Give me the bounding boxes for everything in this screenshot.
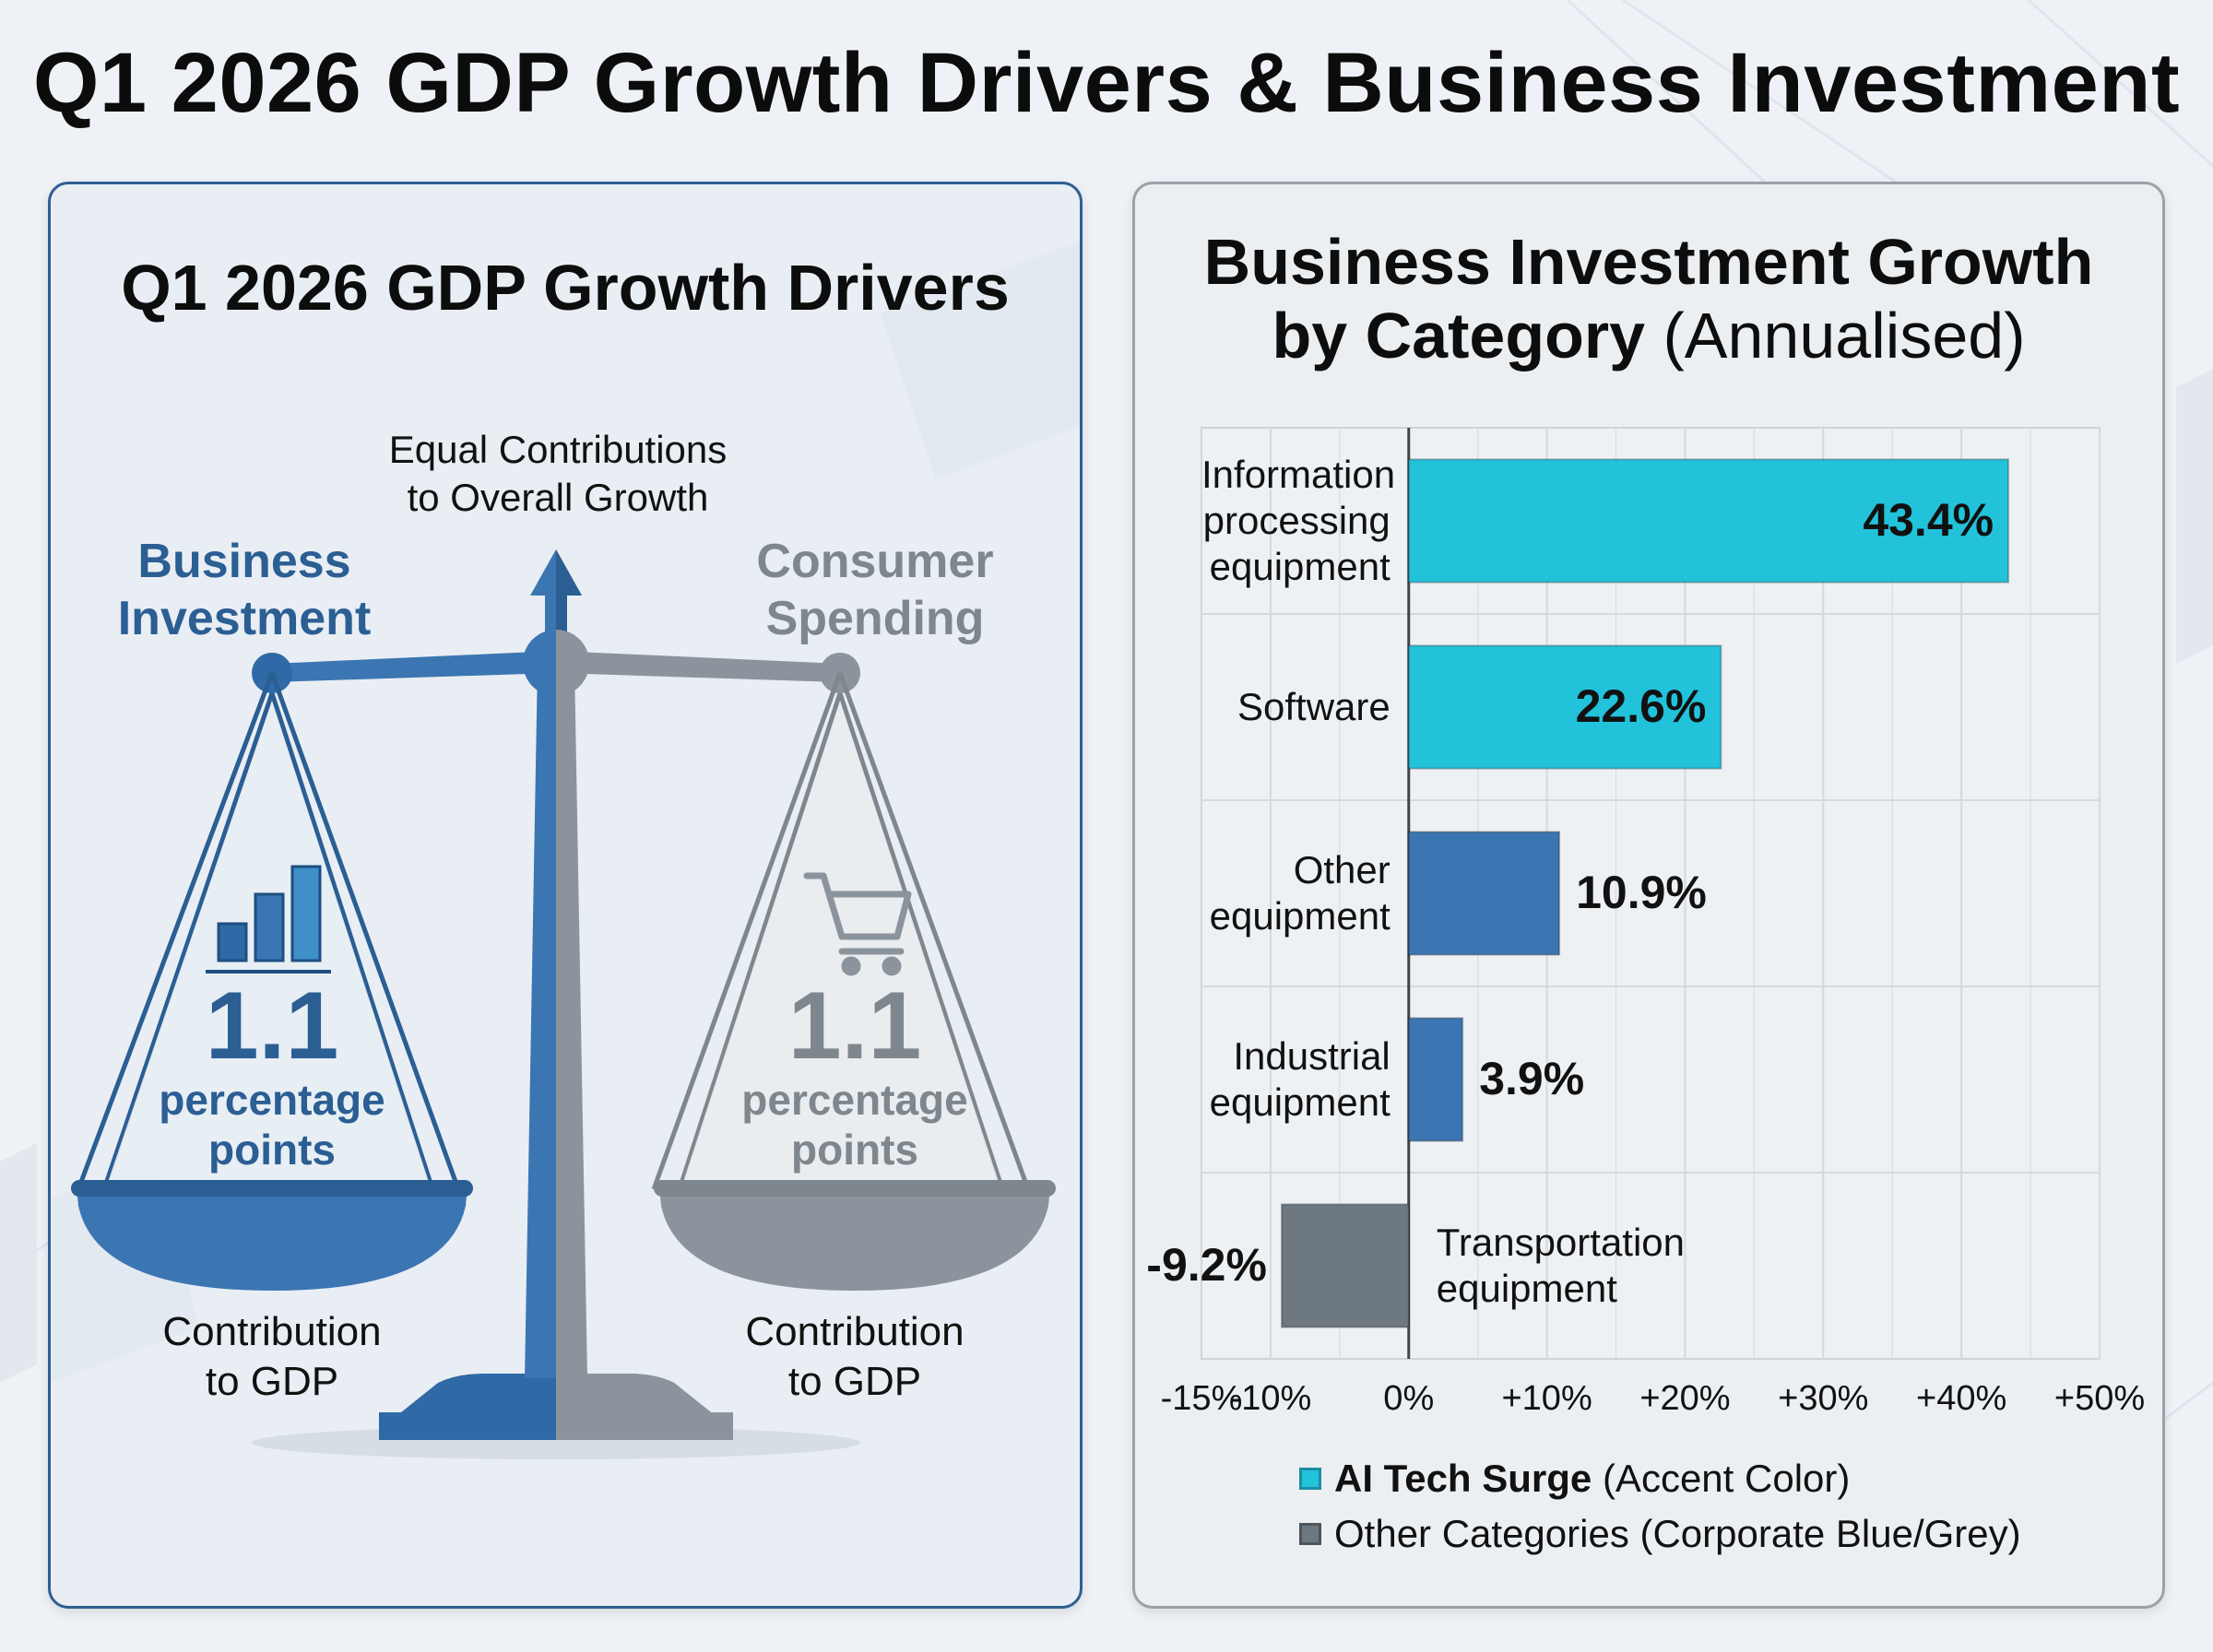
category-label-3: Industrial equipment xyxy=(1209,1034,1391,1124)
business-investment-panel: Business Investment Growth by Category (… xyxy=(1132,182,2165,1609)
scale-pillar xyxy=(525,664,556,1378)
category-label-0: Information processing equipment xyxy=(1201,453,1396,588)
x-tick-label: -10% xyxy=(1229,1379,1312,1418)
left-pan xyxy=(77,1187,467,1291)
legend-item-other: Other Categories (Corporate Blue/Grey) xyxy=(1299,1512,2021,1556)
plot-area xyxy=(1201,427,2101,1360)
right-pan xyxy=(659,1187,1050,1291)
consumer-value: 1.1 xyxy=(787,973,922,1080)
x-tick-label: 0% xyxy=(1383,1379,1435,1418)
bar-chart xyxy=(1201,427,2101,1360)
value-label-3: 3.9% xyxy=(1479,1053,1585,1104)
x-tick-label: +50% xyxy=(2053,1379,2146,1418)
consumer-caption: Contribution to GDP xyxy=(745,1309,964,1404)
scale-illustration xyxy=(51,242,1080,1459)
page-title: Q1 2026 GDP Growth Drivers & Business In… xyxy=(32,36,2181,130)
value-label-4: -9.2% xyxy=(1146,1239,1267,1291)
x-tick-label: +30% xyxy=(1778,1379,1869,1418)
value-label-2: 10.9% xyxy=(1576,867,1707,918)
right-pan-strings xyxy=(651,672,1031,1190)
scale-beam xyxy=(272,651,556,682)
chart-title: Business Investment Growth by Category (… xyxy=(1203,226,2094,372)
shopping-cart-icon xyxy=(803,872,912,976)
bar-0 xyxy=(1407,458,2010,584)
equal-contributions-label: Equal Contributions to Overall Growth xyxy=(388,428,728,519)
business-unit: percentage points xyxy=(159,1076,385,1174)
x-tick-label: +20% xyxy=(1639,1379,1731,1418)
gdp-drivers-panel: Q1 2026 GDP Growth Drivers Equal Contrib… xyxy=(48,182,1083,1609)
bar-4 xyxy=(1280,1203,1410,1328)
category-label-2: Other equipment xyxy=(1209,848,1391,938)
value-label-1: 22.6% xyxy=(1575,680,1707,732)
business-caption: Contribution to GDP xyxy=(162,1309,382,1404)
bar-3 xyxy=(1407,1017,1464,1142)
category-label-4: Transportation equipment xyxy=(1436,1221,1686,1310)
bar-2 xyxy=(1407,831,1561,956)
value-label-0: 43.4% xyxy=(1863,494,1994,546)
business-investment-label: Business Investment xyxy=(117,535,372,645)
bar-chart-icon xyxy=(206,865,331,974)
legend-swatch-accent xyxy=(1299,1468,1321,1490)
x-tick-label: +40% xyxy=(1916,1379,2007,1418)
consumer-unit: percentage points xyxy=(741,1076,968,1174)
left-pan-strings xyxy=(76,672,461,1190)
legend-swatch-grey xyxy=(1299,1523,1321,1545)
legend-item-ai: AI Tech Surge (Accent Color) xyxy=(1299,1457,1850,1501)
business-value: 1.1 xyxy=(205,973,339,1080)
gdp-drivers-title: Q1 2026 GDP Growth Drivers xyxy=(121,252,1010,324)
bar-1 xyxy=(1407,644,1722,770)
consumer-spending-label: Consumer Spending xyxy=(756,535,994,645)
category-label-1: Software xyxy=(1237,685,1391,728)
x-tick-label: -15% xyxy=(1160,1379,1243,1418)
x-tick-label: +10% xyxy=(1501,1379,1592,1418)
